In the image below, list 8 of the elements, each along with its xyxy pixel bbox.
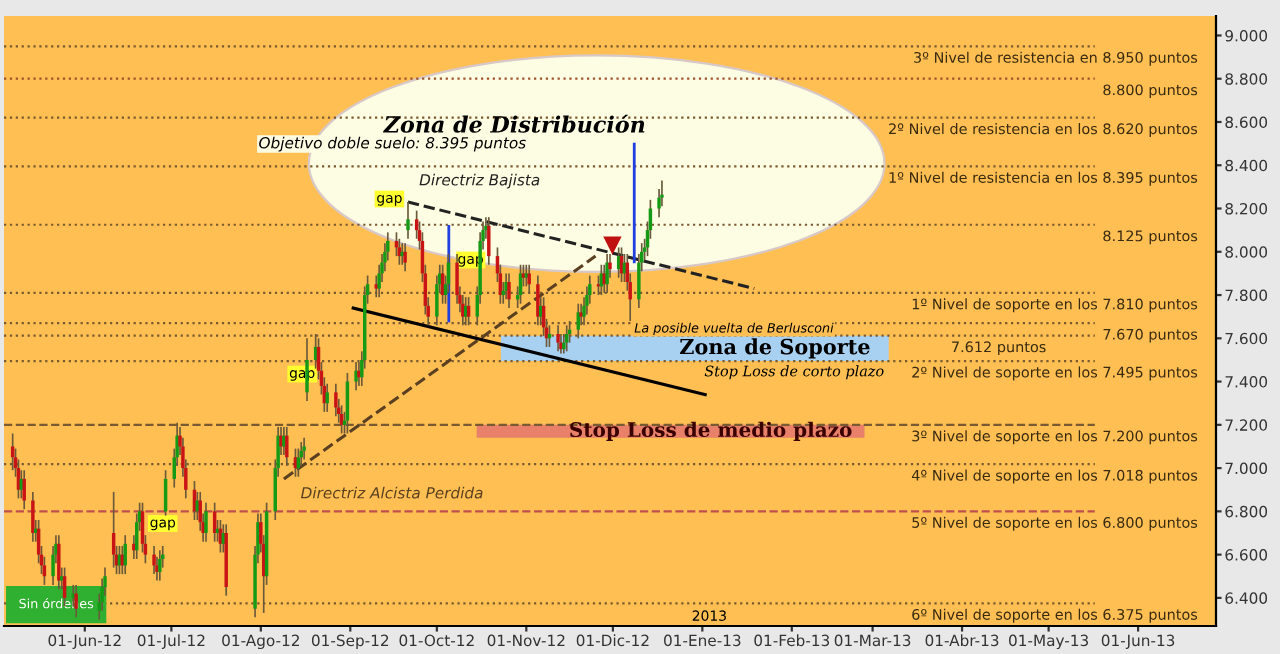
annotation: Zona de Distribución bbox=[383, 114, 645, 133]
candlestick bbox=[487, 216, 491, 266]
candlestick bbox=[564, 324, 569, 353]
candlestick bbox=[305, 337, 309, 402]
candlestick bbox=[406, 201, 410, 240]
band-label: Stop Loss de medio plazo bbox=[570, 421, 852, 441]
candlestick bbox=[285, 426, 289, 467]
band-label: Zona de Soporte bbox=[680, 338, 870, 359]
